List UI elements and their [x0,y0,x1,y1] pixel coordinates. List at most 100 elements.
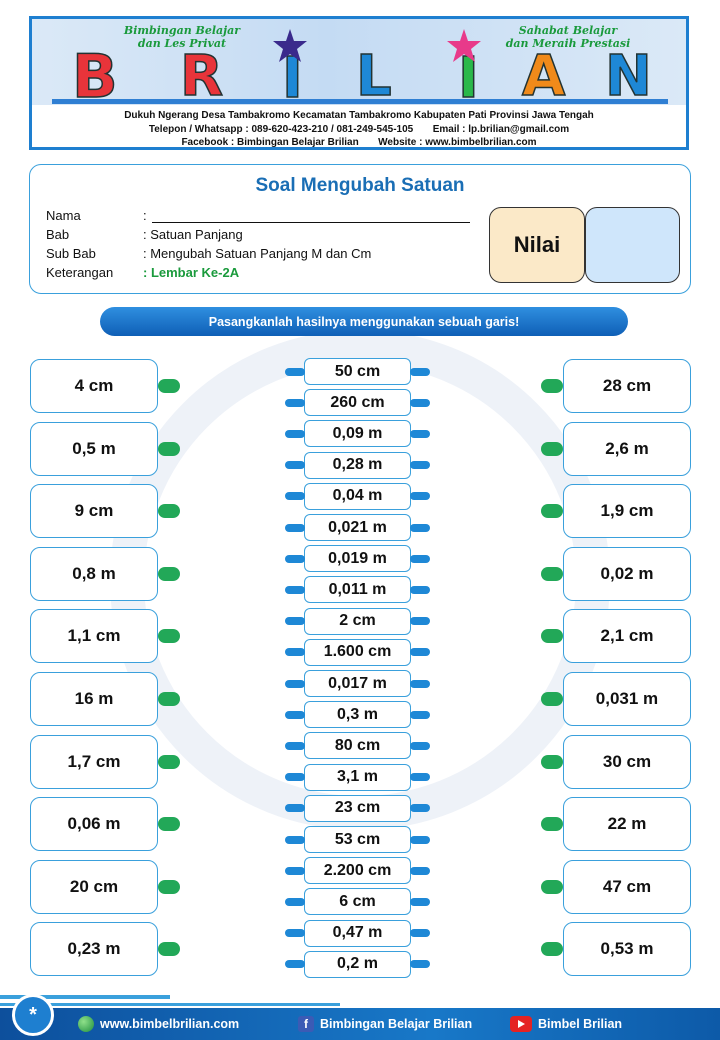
footer-website[interactable]: www.bimbelbrilian.com [78,1014,239,1034]
center-left-connector[interactable] [285,523,305,532]
center-right-connector[interactable] [410,835,430,844]
left-answer-box[interactable]: 4 cm [30,359,158,413]
center-question-pill[interactable]: 6 cm [304,888,411,916]
center-right-connector[interactable] [410,804,430,813]
center-question-pill[interactable]: 0,28 m [304,451,411,479]
right-connector-dot[interactable] [541,754,563,769]
center-right-connector[interactable] [410,617,430,626]
center-question-pill[interactable]: 0,04 m [304,482,411,510]
center-question-pill[interactable]: 80 cm [304,732,411,760]
left-connector-dot[interactable] [158,692,180,706]
left-connector-dot[interactable] [158,817,180,832]
right-answer-box[interactable]: 30 cm [563,734,691,789]
center-left-connector[interactable] [285,679,305,688]
left-answer-box[interactable]: 20 cm [30,859,158,914]
left-answer-box[interactable]: 0,8 m [30,546,158,601]
center-question-pill[interactable]: 50 cm [304,358,411,385]
footer-youtube[interactable]: Bimbel Brilian [510,1014,622,1034]
center-left-connector[interactable] [285,710,305,719]
center-left-connector[interactable] [285,492,305,501]
left-connector-dot[interactable] [158,754,180,769]
center-left-connector[interactable] [285,835,305,844]
right-connector-dot[interactable] [541,441,563,456]
right-answer-box[interactable]: 0,02 m [563,546,691,601]
center-question-pill[interactable]: 0,2 m [304,950,411,978]
center-right-connector[interactable] [410,929,430,938]
center-right-connector[interactable] [410,367,430,376]
center-left-connector[interactable] [285,398,305,407]
center-left-connector[interactable] [285,960,305,969]
center-question-pill[interactable]: 0,021 m [304,514,411,541]
center-right-connector[interactable] [410,554,430,563]
center-right-connector[interactable] [410,866,430,875]
center-right-connector[interactable] [410,648,430,657]
center-question-pill[interactable]: 0,011 m [304,576,411,604]
center-left-connector[interactable] [285,773,305,782]
right-connector-dot[interactable] [541,629,563,644]
left-connector-dot[interactable] [158,504,180,519]
left-answer-box[interactable]: 9 cm [30,484,158,539]
right-connector-dot[interactable] [541,379,563,393]
center-right-connector[interactable] [410,897,430,906]
center-question-pill[interactable]: 3,1 m [304,763,411,791]
center-question-pill[interactable]: 0,3 m [304,701,411,729]
center-right-connector[interactable] [410,492,430,501]
left-answer-box[interactable]: 0,06 m [30,797,158,852]
right-connector-dot[interactable] [541,566,563,581]
center-right-connector[interactable] [410,741,430,750]
center-question-pill[interactable]: 0,09 m [304,420,411,448]
center-left-connector[interactable] [285,648,305,657]
center-right-connector[interactable] [410,461,430,470]
center-left-connector[interactable] [285,929,305,938]
center-question-pill[interactable]: 23 cm [304,794,411,822]
center-right-connector[interactable] [410,773,430,782]
right-connector-dot[interactable] [541,692,563,706]
center-right-connector[interactable] [410,523,430,532]
right-answer-box[interactable]: 2,6 m [563,421,691,476]
center-question-pill[interactable]: 2 cm [304,607,411,635]
left-connector-dot[interactable] [158,566,180,581]
right-answer-box[interactable]: 2,1 cm [563,609,691,664]
center-question-pill[interactable]: 0,47 m [304,919,411,947]
right-answer-box[interactable]: 28 cm [563,359,691,413]
right-connector-dot[interactable] [541,942,563,957]
footer-facebook[interactable]: f Bimbingan Belajar Brilian [298,1014,472,1034]
center-left-connector[interactable] [285,367,305,376]
center-left-connector[interactable] [285,585,305,594]
center-left-connector[interactable] [285,554,305,563]
score-box[interactable] [585,207,680,283]
right-answer-box[interactable]: 0,031 m [563,672,691,726]
center-question-pill[interactable]: 2.200 cm [304,857,411,885]
left-answer-box[interactable]: 1,1 cm [30,609,158,664]
center-left-connector[interactable] [285,461,305,470]
right-answer-box[interactable]: 1,9 cm [563,484,691,539]
right-answer-box[interactable]: 0,53 m [563,922,691,977]
center-right-connector[interactable] [410,679,430,688]
center-left-connector[interactable] [285,617,305,626]
center-question-pill[interactable]: 0,019 m [304,545,411,573]
center-left-connector[interactable] [285,804,305,813]
left-answer-box[interactable]: 0,23 m [30,922,158,977]
right-answer-box[interactable]: 47 cm [563,859,691,914]
left-answer-box[interactable]: 1,7 cm [30,734,158,789]
center-right-connector[interactable] [410,429,430,438]
center-right-connector[interactable] [410,398,430,407]
center-question-pill[interactable]: 53 cm [304,826,411,853]
center-right-connector[interactable] [410,710,430,719]
center-question-pill[interactable]: 260 cm [304,389,411,417]
left-connector-dot[interactable] [158,879,180,894]
center-right-connector[interactable] [410,960,430,969]
center-left-connector[interactable] [285,429,305,438]
right-connector-dot[interactable] [541,817,563,832]
center-question-pill[interactable]: 1.600 cm [304,638,411,666]
center-left-connector[interactable] [285,866,305,875]
name-input-line[interactable] [152,221,470,223]
right-connector-dot[interactable] [541,504,563,519]
left-answer-box[interactable]: 16 m [30,672,158,726]
right-answer-box[interactable]: 22 m [563,797,691,852]
left-answer-box[interactable]: 0,5 m [30,421,158,476]
left-connector-dot[interactable] [158,441,180,456]
center-left-connector[interactable] [285,897,305,906]
left-connector-dot[interactable] [158,379,180,393]
left-connector-dot[interactable] [158,629,180,644]
